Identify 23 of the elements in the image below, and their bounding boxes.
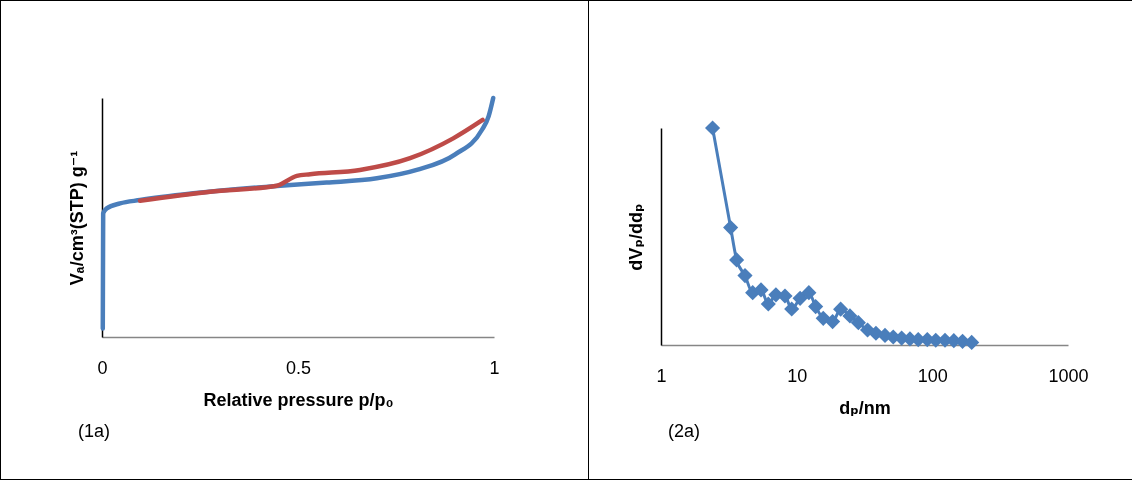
x-tick-label: 1 (656, 365, 667, 386)
point (842, 308, 858, 324)
point (801, 285, 817, 301)
x-axis-title: Relative pressure p/p₀ (203, 389, 394, 410)
x-tick-label: 10 (787, 365, 808, 386)
point (784, 301, 800, 317)
point (760, 296, 776, 312)
point (825, 313, 841, 330)
point (808, 299, 824, 315)
point (850, 315, 866, 331)
x-tick-label: 1000 (1048, 365, 1089, 386)
x-tick-label: 1 (489, 357, 500, 378)
x-tick-label: 100 (917, 365, 948, 386)
y-axis-title: dVₚ/ddₚ (625, 203, 646, 271)
x-tick-label: 0 (97, 357, 108, 378)
x-axis-title: dₚ/nm (839, 397, 891, 418)
y-axis-title: Vₐ/cm³(STP) g⁻¹ (66, 150, 87, 286)
text: (1a) (78, 421, 111, 441)
point (833, 301, 849, 317)
point (777, 288, 793, 304)
x-tick-label: 0.5 (285, 357, 312, 378)
point (792, 290, 808, 306)
text: (2a) (668, 421, 701, 441)
